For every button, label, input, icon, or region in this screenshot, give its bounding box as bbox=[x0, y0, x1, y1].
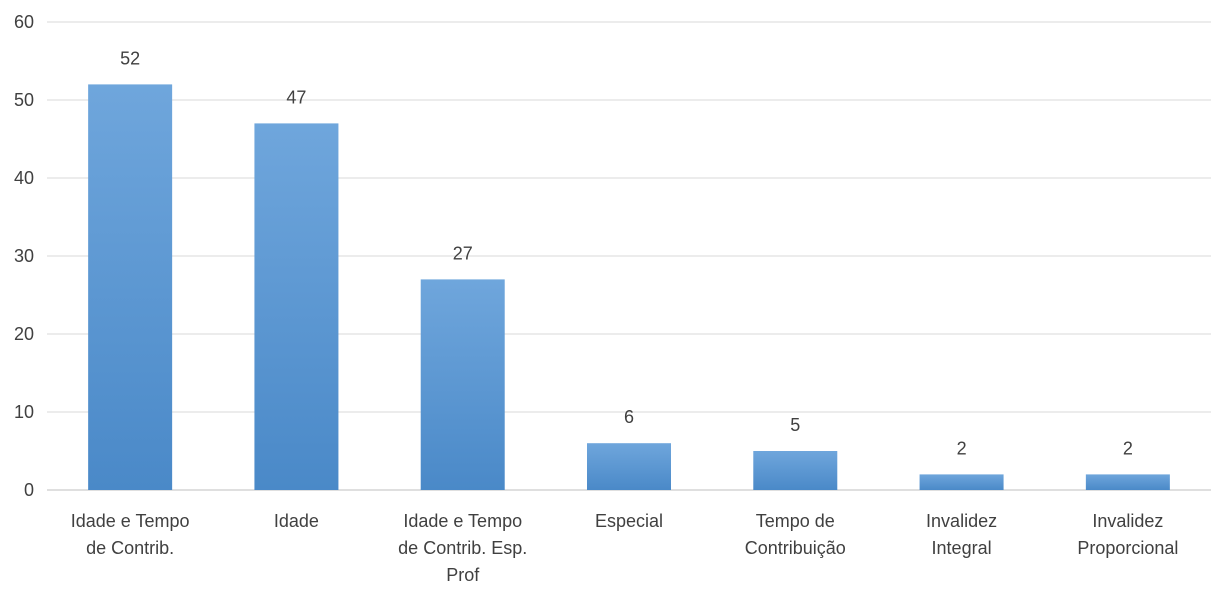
y-tick-label: 60 bbox=[14, 12, 34, 32]
category-label: Idade e Tempo de Contrib. Esp. Prof bbox=[398, 511, 527, 585]
bar bbox=[919, 474, 1004, 490]
data-label: 2 bbox=[1123, 438, 1133, 458]
bars bbox=[88, 84, 1170, 491]
y-tick-label: 50 bbox=[14, 90, 34, 110]
bar bbox=[254, 123, 339, 491]
y-axis-ticks: 0 10 20 30 40 50 60 bbox=[14, 12, 34, 500]
category-label: Tempo de Contribuição bbox=[745, 511, 846, 558]
category-label: Idade bbox=[274, 511, 319, 531]
data-label: 52 bbox=[120, 48, 140, 68]
bar bbox=[587, 443, 671, 490]
category-label: Invalidez Proporcional bbox=[1077, 511, 1178, 558]
data-label: 5 bbox=[790, 415, 800, 435]
y-tick-label: 10 bbox=[14, 402, 34, 422]
category-label: Especial bbox=[595, 511, 663, 531]
y-tick-label: 0 bbox=[24, 480, 34, 500]
gridlines bbox=[47, 21, 1211, 491]
bar bbox=[1085, 474, 1170, 490]
data-label: 27 bbox=[453, 243, 473, 263]
data-label: 6 bbox=[624, 407, 634, 427]
category-label: Invalidez Integral bbox=[926, 511, 997, 558]
x-axis-categories: Idade e Tempo de Contrib. Idade Idade e Tem… bbox=[71, 511, 1179, 585]
y-tick-label: 40 bbox=[14, 168, 34, 188]
y-tick-label: 30 bbox=[14, 246, 34, 266]
bar bbox=[88, 84, 173, 491]
y-tick-label: 20 bbox=[14, 324, 34, 344]
data-label: 2 bbox=[957, 438, 967, 458]
bar bbox=[753, 451, 838, 490]
data-label: 47 bbox=[286, 87, 306, 107]
category-label: Idade e Tempo de Contrib. bbox=[71, 511, 190, 558]
bar bbox=[420, 279, 505, 490]
